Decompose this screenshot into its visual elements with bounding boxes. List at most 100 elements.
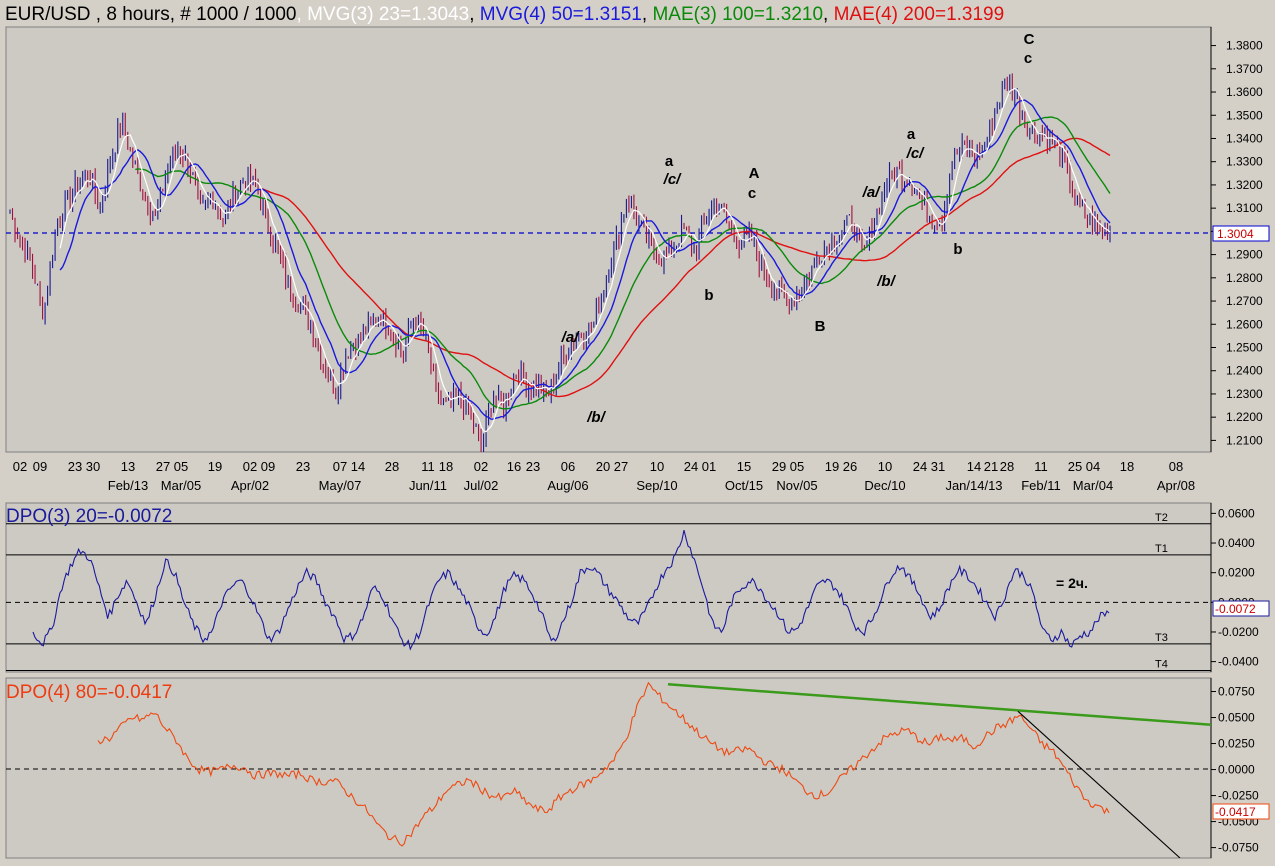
dpo3-plot-area[interactable] <box>5 502 1212 673</box>
day-tick-label: 14 <box>967 459 981 474</box>
dpo4-trendline-breakdown <box>1017 710 1181 858</box>
month-tick-label: Nov/05 <box>776 478 817 493</box>
y-tick-label: 1.3200 <box>1226 178 1263 192</box>
y-tick-label: 0.0600 <box>1218 506 1255 520</box>
level-label: T3 <box>1155 632 1168 644</box>
month-tick-label: May/07 <box>319 478 362 493</box>
wave-label: /a/ <box>561 329 581 346</box>
month-tick-label: Apr/08 <box>1157 478 1195 493</box>
y-tick-label: 1.2200 <box>1226 410 1263 424</box>
day-tick-label: 24 <box>684 459 698 474</box>
price-panel[interactable]: 1.3800 1.3700 1.3600 1.3500 1.3400 1.3300 1.32… <box>5 26 1270 493</box>
day-tick-label: 09 <box>261 459 275 474</box>
wave-label: C <box>1024 31 1035 48</box>
day-tick-label: 11 <box>421 459 435 474</box>
dpo4-line <box>97 681 1110 847</box>
month-tick-label: Feb/11 <box>1021 478 1061 493</box>
chart-header: EUR/USD , 8 hours, # 1000 / 1000, MVG(3)… <box>5 4 1004 25</box>
dpo4-plot-area[interactable] <box>5 677 1212 859</box>
wave-label: /b/ <box>586 409 606 426</box>
y-tick-label: 1.3400 <box>1226 131 1263 145</box>
ma-200-line <box>260 137 1111 398</box>
day-tick-label: 01 <box>702 459 716 474</box>
dpo3-levels: T2 T1 T3 T4 <box>6 512 1211 672</box>
day-tick-label: 23 <box>68 459 82 474</box>
day-tick-label: 07 <box>333 459 347 474</box>
wave-label: c <box>1024 50 1032 67</box>
dpo4-panel[interactable]: 0.07500.05000.02500.0000-0.0250-0.0500-0… <box>5 677 1270 859</box>
y-tick-label: 1.3600 <box>1226 85 1263 99</box>
wave-labels: /a/ /b/ a /c/ b A c B /a/ /b/ a /c/ b C … <box>561 31 1035 426</box>
day-tick-label: 27 <box>156 459 170 474</box>
day-tick-label: 30 <box>86 459 100 474</box>
level-label: T4 <box>1155 659 1168 671</box>
day-tick-label: 19 <box>208 459 222 474</box>
y-tick-label: 1.2700 <box>1226 294 1263 308</box>
month-tick-label: Mar/04 <box>1073 478 1113 493</box>
day-tick-label: 04 <box>1086 459 1100 474</box>
indicator-mvg3: MVG(3) 23=1.3043 <box>307 4 469 25</box>
y-tick-label: 1.3300 <box>1226 155 1263 169</box>
day-tick-label: 27 <box>614 459 628 474</box>
dpo4-last-badge: -0.0417 <box>1212 803 1270 820</box>
day-tick-label: 13 <box>121 459 135 474</box>
y-tick-label: 1.3100 <box>1226 201 1263 215</box>
day-tick-label: 21 <box>984 459 998 474</box>
day-tick-label: 26 <box>843 459 857 474</box>
wave-label: B <box>815 318 826 335</box>
y-tick-label: -0.0750 <box>1218 841 1259 855</box>
indicator-mae4: MAE(4) 200=1.3199 <box>834 4 1005 25</box>
last-price-label: 1.3004 <box>1217 227 1254 241</box>
symbol-title: EUR/USD , 8 hours, # 1000 / 1000 <box>5 4 297 25</box>
day-tick-label: 28 <box>1000 459 1014 474</box>
month-tick-label: Apr/02 <box>231 478 269 493</box>
day-tick-label: 23 <box>296 459 310 474</box>
month-tick-label: Aug/06 <box>547 478 588 493</box>
y-tick-label: 0.0500 <box>1218 711 1255 725</box>
month-tick-label: Jun/11 <box>409 478 447 493</box>
wave-label: /c/ <box>906 145 926 162</box>
day-tick-label: 15 <box>737 459 751 474</box>
wave-label: b <box>953 241 962 258</box>
y-tick-label: 0.0250 <box>1218 737 1255 751</box>
wave-label: /a/ <box>862 184 882 201</box>
y-tick-label: -0.0250 <box>1218 789 1259 803</box>
dpo4-title: DPO(4) 80=-0.0417 <box>6 682 172 703</box>
indicator-mvg4: MVG(4) 50=1.3151 <box>480 4 642 25</box>
day-tick-label: 28 <box>385 459 399 474</box>
dpo4-trendline-resistance <box>667 682 1211 726</box>
month-tick-label: Feb/13 <box>108 478 148 493</box>
level-label: T2 <box>1155 512 1168 524</box>
level-label: T1 <box>1155 543 1168 555</box>
y-tick-label: 0.0400 <box>1218 536 1255 550</box>
month-tick-label: Jul/02 <box>464 478 499 493</box>
dpo3-last-badge: -0.0072 <box>1212 600 1270 617</box>
day-tick-label: 05 <box>790 459 804 474</box>
price-plot-area[interactable] <box>5 26 1212 453</box>
wave-label: A <box>749 165 760 182</box>
day-tick-label: 09 <box>33 459 47 474</box>
day-tick-label: 11 <box>1034 459 1048 474</box>
y-tick-label: 1.3800 <box>1226 39 1263 53</box>
y-tick-label: 1.3500 <box>1226 108 1263 122</box>
svg-text:EUR/USD , 8 hours, # 1000 / 10: EUR/USD , 8 hours, # 1000 / 1000, MVG(3)… <box>5 4 1004 25</box>
day-tick-label: 02 <box>243 459 257 474</box>
y-tick-label: 1.2500 <box>1226 340 1263 354</box>
dpo3-line <box>32 529 1110 651</box>
month-tick-label: Sep/10 <box>636 478 677 493</box>
day-tick-label: 16 <box>507 459 521 474</box>
y-tick-label: 1.2300 <box>1226 387 1263 401</box>
wave-label: a <box>907 126 916 143</box>
ma-100-line <box>135 116 1111 410</box>
day-tick-label: 31 <box>931 459 945 474</box>
indicator-mae3: MAE(3) 100=1.3210 <box>652 4 823 25</box>
day-tick-label: 29 <box>772 459 786 474</box>
dpo3-title: DPO(3) 20=-0.0072 <box>6 506 172 527</box>
wave-label: b <box>704 287 713 304</box>
wave-label: a <box>665 153 674 170</box>
last-price-badge: 1.3004 <box>1212 225 1270 242</box>
y-tick-label: 1.2800 <box>1226 271 1263 285</box>
